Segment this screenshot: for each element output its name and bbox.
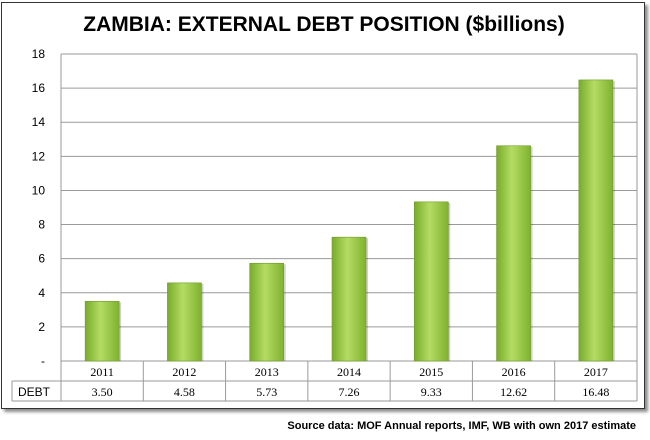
y-tick-label: -: [41, 354, 45, 368]
y-tick-label: 18: [32, 47, 46, 61]
y-tick-label: 10: [32, 183, 46, 197]
x-tick-label: 2017: [584, 365, 608, 379]
bar: [249, 262, 285, 362]
x-tick-label: 2016: [502, 365, 526, 379]
x-tick-label: 2011: [90, 365, 114, 379]
y-tick-label: 2: [38, 320, 45, 334]
y-tick-label: 6: [38, 252, 45, 266]
y-tick-label: 4: [38, 286, 45, 300]
data-table-series-label: DEBT: [18, 385, 51, 399]
y-tick-label: 16: [32, 81, 46, 95]
y-tick-label: 8: [38, 218, 45, 232]
data-table-value: 7.26: [339, 385, 360, 399]
y-axis-ticks: - 2 4 6 8 10 12 14 16 18: [32, 47, 46, 368]
bar: [578, 79, 614, 362]
data-table-value: 4.58: [174, 385, 195, 399]
bar: [331, 236, 367, 362]
bars: [84, 79, 615, 362]
bar: [413, 201, 449, 362]
data-table-value: 5.73: [256, 385, 277, 399]
data-table-value: 9.33: [421, 385, 442, 399]
x-tick-label: 2015: [419, 365, 443, 379]
bar: [496, 145, 531, 362]
bar: [84, 301, 120, 362]
data-table: 2011 3.50 2012 4.58 2013 5.73 2014 7.26 2015 9.33…: [11, 361, 637, 402]
data-table-value: 12.62: [500, 385, 527, 399]
chart-title: ZAMBIA: EXTERNAL DEBT POSITION ($billion…: [83, 13, 565, 36]
x-tick-label: 2013: [255, 365, 279, 379]
data-table-value: 3.50: [92, 385, 113, 399]
bar: [167, 282, 202, 362]
data-table-value: 16.48: [582, 385, 609, 399]
y-tick-label: 12: [32, 149, 46, 163]
source-note: Source data: MOF Annual reports, IMF, WB…: [287, 420, 636, 432]
y-tick-label: 14: [32, 115, 46, 129]
x-tick-label: 2014: [337, 365, 361, 379]
bar-chart: - 2 4 6 8 10 12 14 16 18 2011 3.50 2012 4.58 2013 5.73…: [11, 47, 638, 402]
x-tick-label: 2012: [172, 365, 196, 379]
chart-frame: ZAMBIA: EXTERNAL DEBT POSITION ($billion…: [1, 2, 645, 409]
